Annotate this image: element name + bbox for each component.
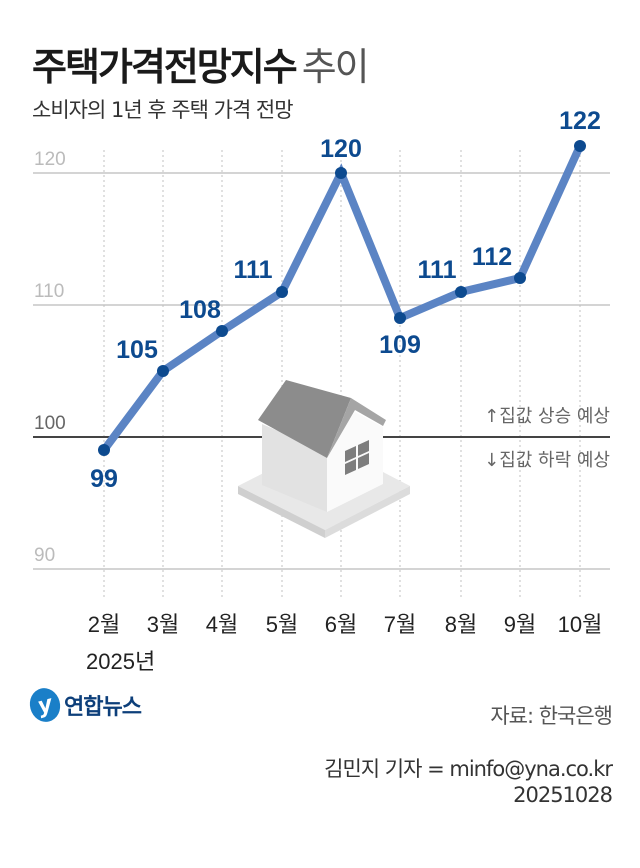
reporter-credit: 김민지 기자 = minfo@yna.co.kr: [324, 757, 613, 781]
value-label-aug: 111: [418, 256, 457, 284]
y-tick-110: 110: [34, 281, 64, 302]
y-tick-100: 100: [34, 413, 66, 434]
y-tick-120: 120: [34, 149, 66, 170]
legend-rise: ↑집값 상승 예상: [484, 406, 610, 427]
house-icon: [238, 380, 410, 538]
value-label-apr: 108: [179, 296, 221, 324]
chart-subtitle: 소비자의 1년 후 주택 가격 전망: [32, 98, 294, 122]
x-label-sep: 9월: [504, 612, 536, 637]
marker-may: [276, 286, 288, 298]
publish-date: 20251028: [513, 783, 613, 807]
marker-aug: [455, 286, 467, 298]
vertical-gridlines: [103, 150, 581, 600]
value-label-feb: 99: [90, 465, 118, 493]
legend-fall: ↓집값 하락 예상: [484, 450, 610, 471]
data-markers: [98, 140, 586, 456]
title-light: 추이: [301, 45, 370, 89]
yonhap-logo: y 연합뉴스: [26, 684, 142, 726]
x-label-feb: 2월: [88, 612, 120, 637]
x-label-jun: 6월: [325, 612, 357, 637]
x-label-apr: 4월: [206, 612, 238, 637]
chart-title: 주택가격전망지수 추이: [32, 36, 370, 91]
x-axis-year: 2025년: [86, 649, 156, 674]
title-bold: 주택가격전망지수: [32, 45, 298, 89]
value-label-mar: 105: [116, 336, 158, 364]
yonhap-logo-text: 연합뉴스: [64, 695, 142, 720]
value-label-jul: 109: [379, 331, 421, 359]
y-tick-90: 90: [34, 545, 55, 566]
credit-block: 김민지 기자 = minfo@yna.co.kr 20251028: [324, 756, 613, 808]
x-label-mar: 3월: [147, 612, 179, 637]
marker-jun: [335, 167, 347, 179]
marker-mar: [157, 365, 169, 377]
marker-apr: [216, 325, 228, 337]
x-label-jul: 7월: [384, 612, 416, 637]
x-label-may: 5월: [266, 612, 298, 637]
value-label-may: 111: [234, 256, 273, 284]
value-label-jun: 120: [320, 135, 362, 163]
data-source: 자료: 한국은행: [490, 704, 613, 728]
marker-sep: [514, 272, 526, 284]
marker-jul: [394, 312, 406, 324]
x-label-aug: 8월: [445, 612, 477, 637]
line-chart: 120 110 100 90 ↑집값 상승 예상 ↓집값 하락 예상 99 10…: [33, 107, 610, 637]
marker-oct: [574, 140, 586, 152]
marker-feb: [98, 444, 110, 456]
horizontal-gridlines: [33, 172, 610, 570]
value-label-oct: 122: [559, 107, 601, 135]
value-label-sep: 112: [472, 243, 512, 271]
yonhap-logo-icon: y: [26, 684, 64, 726]
x-label-oct: 10월: [558, 612, 603, 637]
